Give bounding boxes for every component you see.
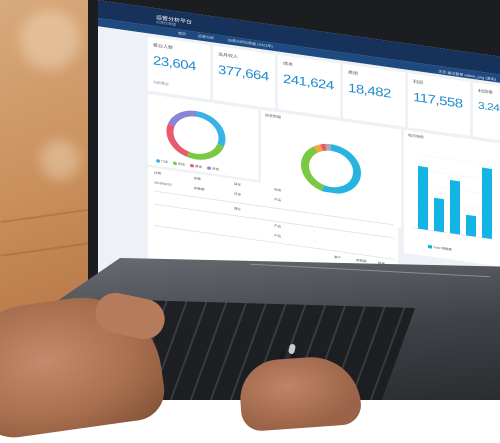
table-divider	[154, 225, 394, 260]
kpi-card[interactable]: 当月收入 377,664	[213, 46, 275, 109]
logout-link[interactable]: 退出登录	[447, 70, 464, 77]
laptop-screen: 运营分析平台 运营仪表盘 首页 运营分析 运营分析仪表盘 (2023年) 主页 …	[98, 0, 500, 339]
table-cell: 产品	[274, 197, 281, 203]
bar-chart-panel: 每月销售 Total 销售额	[404, 130, 500, 266]
kpi-value: 377,664	[218, 62, 269, 84]
table-cell: 月度	[234, 192, 241, 197]
breadcrumb-item[interactable]: 首页	[178, 30, 186, 37]
table-cell: 营业	[234, 206, 241, 212]
bar-chart	[404, 130, 500, 250]
bar[interactable]	[482, 168, 492, 240]
table-header: 客户	[334, 255, 341, 260]
donut-slice[interactable]	[316, 147, 322, 150]
table-cell: 产品	[274, 223, 281, 229]
table-header: 日期	[154, 171, 161, 176]
legend-item: 其他	[211, 166, 219, 172]
kpi-value: 3.24%	[478, 99, 500, 116]
table-header: 目标	[234, 182, 241, 187]
table-cell: 销售额	[194, 186, 205, 192]
kpi-label: 营业人数	[153, 42, 174, 51]
kpi-card[interactable]: 利润 117,558	[408, 73, 470, 136]
table-header: 完成	[274, 187, 281, 193]
left-donut-panel: 门店 网店 渠道 其他	[148, 94, 258, 180]
legend-item: 渠道	[194, 164, 202, 169]
bokeh-light	[40, 140, 80, 180]
kpi-label: 成本	[283, 61, 294, 68]
bar[interactable]	[466, 215, 476, 237]
gridline	[414, 154, 494, 165]
bokeh-light	[20, 10, 80, 70]
kpi-label: 当月收入	[218, 52, 239, 60]
legend-item: 网店	[177, 162, 185, 167]
kpi-label: 费用	[348, 70, 359, 77]
kpi-value: 18,482	[348, 81, 391, 102]
kpi-value: 241,624	[283, 71, 334, 93]
kpi-label: 利润率	[478, 88, 494, 96]
donut-slice[interactable]	[196, 114, 222, 146]
table-cell: -	[314, 229, 316, 234]
table-cell: -	[314, 239, 316, 243]
table-header: 销售额	[356, 258, 367, 264]
bar[interactable]	[434, 198, 444, 233]
bar-chart-legend: Total 销售额	[424, 244, 452, 252]
donut-slice[interactable]	[188, 141, 221, 160]
home-link[interactable]: 主页	[438, 69, 447, 75]
kpi-value: 23,604	[153, 53, 196, 74]
donut-slice[interactable]	[323, 146, 357, 193]
donut-slice[interactable]	[171, 110, 196, 128]
donut-slice[interactable]	[326, 147, 331, 148]
table-cell: 产品	[274, 233, 281, 239]
center-donut-chart	[261, 110, 401, 220]
legend-item: 门店	[161, 159, 168, 164]
kpi-card[interactable]: 利润率 3.24%	[473, 82, 500, 140]
donut-slice[interactable]	[305, 148, 323, 188]
kpi-card[interactable]: 成本 241,624	[278, 55, 340, 118]
table-cell: 2019/02/20	[154, 180, 172, 187]
bar[interactable]	[418, 166, 428, 230]
donut-slice[interactable]	[170, 125, 188, 154]
kpi-footnote: 当前营业	[153, 79, 169, 87]
center-donut-panel: 经营数据 销售额 成本 毛利 费用 其他	[261, 110, 401, 228]
left-donut-chart	[148, 94, 258, 180]
table-header: 销售	[194, 176, 201, 181]
donut-slice[interactable]	[321, 147, 326, 149]
kpi-label: 利润	[413, 79, 424, 86]
legend-item: Total 销售额	[433, 245, 452, 252]
kpi-card[interactable]: 营业人数 23,604 当前营业	[148, 37, 210, 100]
bar[interactable]	[450, 180, 460, 235]
kpi-card[interactable]: 费用 18,482	[343, 64, 405, 127]
kpi-value: 117,558	[413, 90, 463, 112]
